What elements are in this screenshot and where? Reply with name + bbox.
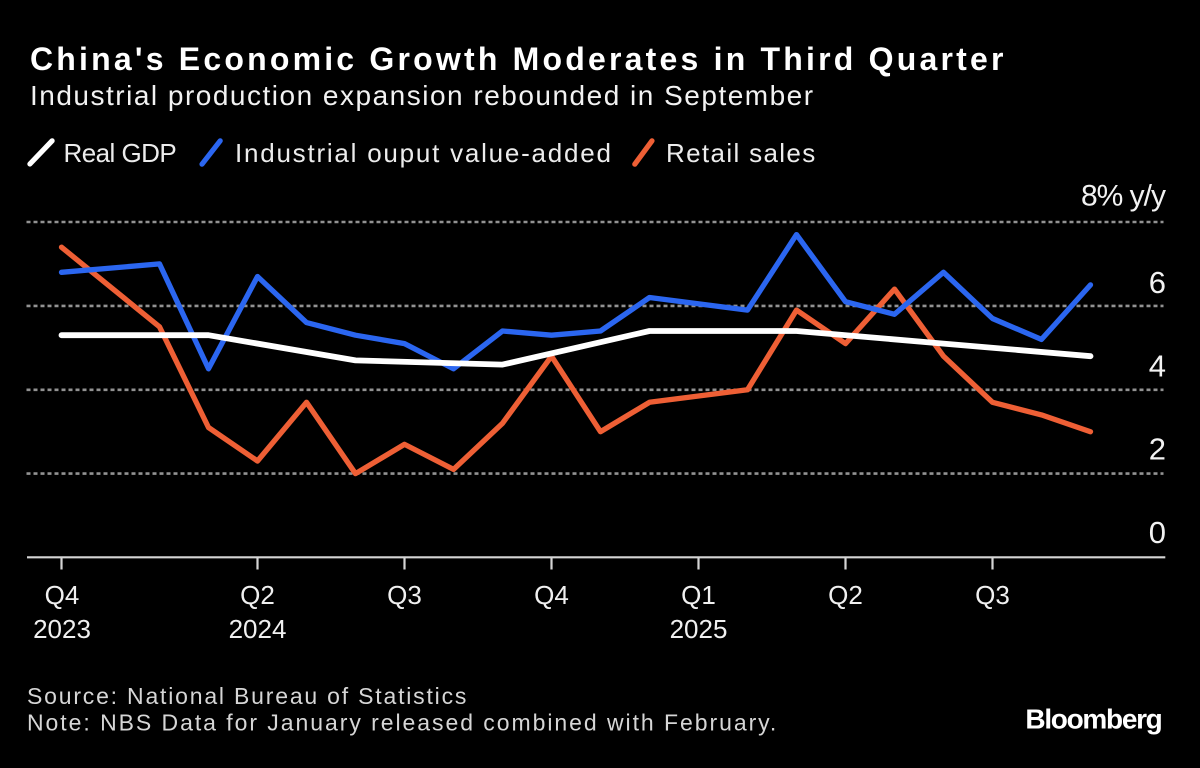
svg-text:Q2: Q2 [240, 580, 275, 610]
svg-text:Retail sales: Retail sales [666, 138, 817, 168]
svg-text:2: 2 [1149, 432, 1166, 467]
svg-text:China's Economic Growth Modera: China's Economic Growth Moderates in Thi… [30, 41, 1007, 77]
svg-text:Real GDP: Real GDP [64, 138, 177, 168]
svg-text:8% y/y: 8% y/y [1081, 180, 1166, 213]
svg-text:0: 0 [1149, 515, 1166, 550]
svg-text:Q4: Q4 [45, 580, 80, 610]
svg-text:6: 6 [1149, 265, 1166, 300]
svg-text:Bloomberg: Bloomberg [1025, 703, 1161, 734]
svg-text:2025: 2025 [670, 614, 728, 644]
svg-text:2024: 2024 [229, 614, 287, 644]
svg-text:Q4: Q4 [534, 580, 569, 610]
svg-text:Note: NBS Data for January rel: Note: NBS Data for January released comb… [27, 710, 778, 736]
svg-text:Industrial ouput value-added: Industrial ouput value-added [235, 138, 613, 168]
svg-text:Source: National Bureau of Sta: Source: National Bureau of Statistics [27, 683, 468, 709]
svg-text:Industrial production expansio: Industrial production expansion rebounde… [30, 80, 815, 111]
svg-text:2023: 2023 [33, 614, 91, 644]
svg-text:4: 4 [1149, 349, 1166, 384]
svg-text:Q2: Q2 [828, 580, 863, 610]
svg-text:Q1: Q1 [681, 580, 716, 610]
svg-text:Q3: Q3 [387, 580, 422, 610]
svg-text:Q3: Q3 [975, 580, 1010, 610]
